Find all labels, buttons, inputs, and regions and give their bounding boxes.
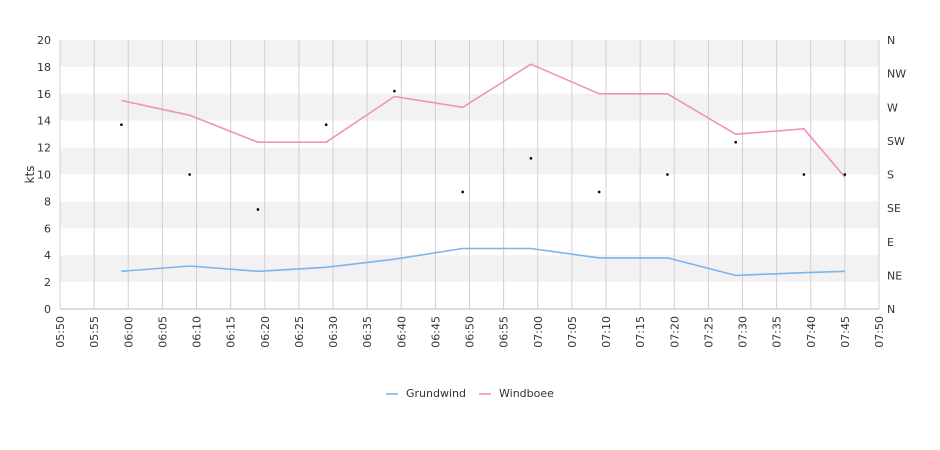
direction-tick-label: E [887,236,894,249]
x-tick-label: 06:35 [361,316,374,348]
x-tick-label: 07:30 [737,316,750,348]
y-tick-label: 8 [44,195,51,208]
x-tick-label: 07:40 [805,316,818,348]
y-tick-label: 0 [44,303,51,316]
y-tick-label: 6 [44,222,51,235]
x-tick-label: 05:55 [88,316,101,348]
x-tick-label: 06:10 [191,316,204,348]
x-tick-label: 07:35 [771,316,784,348]
series-line-grundwind [121,247,845,277]
y-tick-label: 4 [44,249,51,262]
x-tick-label: 06:15 [225,316,238,348]
direction-point [120,123,123,127]
direction-point [802,173,806,176]
x-tick-label: 06:50 [464,316,477,348]
x-tick-label: 06:05 [156,316,169,348]
direction-tick-label: SE [887,202,901,215]
direction-tick-label: S [887,169,894,182]
series-lines [121,63,846,277]
x-tick-label: 06:40 [395,316,408,348]
x-tick-label: 06:25 [293,316,306,348]
y-tick-label: 16 [37,88,51,101]
legend[interactable]: Grundwind Windboee [386,387,554,400]
legend-label: Windboee [499,387,554,400]
direction-points [120,89,847,211]
direction-point [393,89,396,93]
direction-tick-label: N [887,34,895,47]
legend-label: Grundwind [406,387,466,400]
direction-point [734,140,737,144]
y-tick-label: 14 [37,115,51,128]
direction-tick-label: NE [887,269,902,282]
direction-tick-label: SW [887,135,905,148]
x-tick-label: 07:10 [600,316,613,348]
x-tick-label: 07:45 [839,316,852,348]
direction-point [529,157,533,160]
x-tick-label: 07:15 [634,316,647,348]
y-tick-label: 18 [37,61,51,74]
x-tick-label: 07:50 [873,316,886,348]
direction-tick-labels: N NE E SE S SW W NW N [887,34,906,316]
direction-tick-label: W [887,101,898,114]
direction-tick-label: N [887,303,895,316]
x-tick-labels: 05:50 05:55 06:00 06:05 06:10 06:15 06:20 06:25… [54,316,886,348]
y-tick-label: 20 [37,34,51,47]
x-tick-label: 07:20 [668,316,681,348]
x-tick-label: 07:25 [702,316,715,348]
y-tick-label: 12 [37,142,51,155]
y-axis-title: kts [23,166,37,184]
x-tick-label: 06:00 [122,316,135,348]
x-tick-label: 07:00 [532,316,545,348]
direction-point [188,173,191,176]
x-tick-label: 06:30 [327,316,340,348]
y-tick-label: 2 [44,276,51,289]
series-line-windboee [121,63,846,178]
x-tick-label: 05:50 [54,316,67,348]
y-tick-label: 10 [37,169,51,182]
direction-point [597,190,601,194]
direction-point [256,208,260,211]
y-tick-labels: 0 2 4 6 8 10 12 14 16 18 20 [37,34,51,316]
direction-point [461,190,464,194]
direction-point [666,173,669,176]
x-tick-label: 06:45 [429,316,442,348]
direction-point [843,173,847,176]
direction-tick-label: NW [887,68,906,81]
x-tick-label: 06:20 [259,316,272,348]
x-tick-label: 06:55 [498,316,511,348]
legend-item-grundwind[interactable]: Grundwind [386,387,466,400]
direction-point [324,123,328,127]
vertical-gridlines [59,40,880,309]
x-tick-label: 07:05 [566,316,579,348]
legend-item-windboee[interactable]: Windboee [479,387,554,400]
